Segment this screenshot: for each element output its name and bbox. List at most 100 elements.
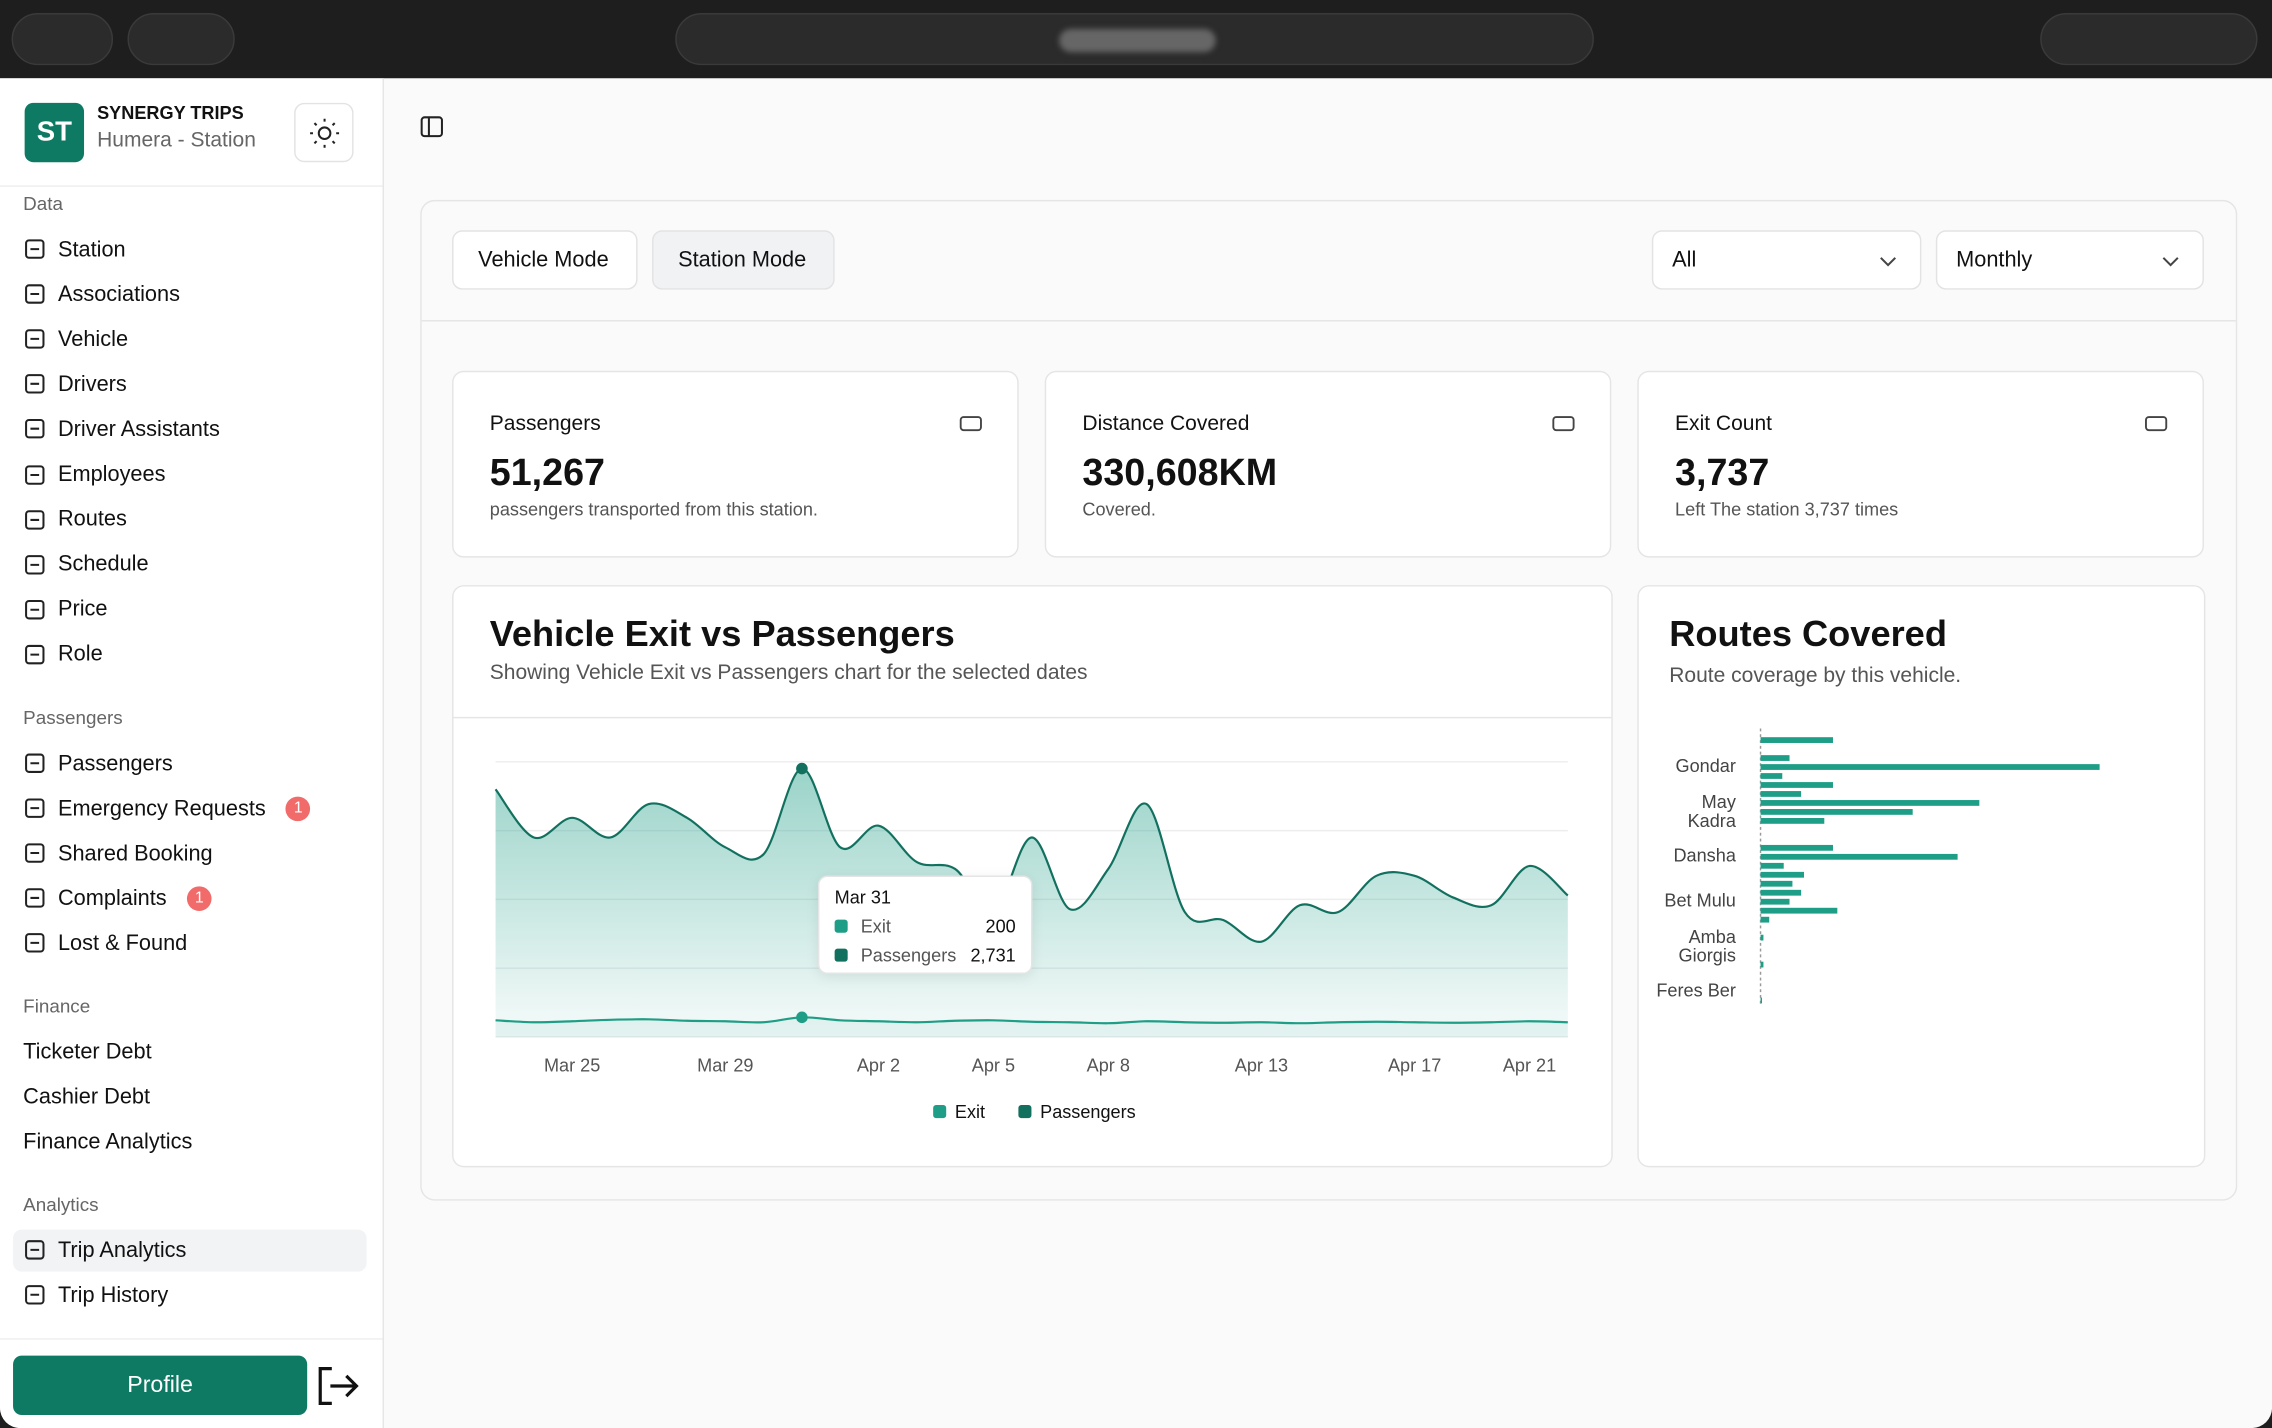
item-icon — [25, 329, 45, 349]
bar — [1760, 862, 1784, 869]
icon-shape — [25, 753, 45, 773]
chart-subtitle: Route coverage by this vehicle. — [1669, 664, 1961, 687]
stat-description: Covered. — [1082, 499, 1156, 520]
bar — [1760, 961, 1764, 968]
menu-item[interactable]: Employees — [58, 460, 166, 489]
icon-shape — [25, 509, 45, 530]
legend-swatch — [1018, 1105, 1032, 1119]
logo: ST — [24, 102, 85, 163]
profile-button[interactable]: Profile — [13, 1355, 308, 1415]
theme-toggle[interactable] — [294, 102, 354, 163]
icon-shape — [25, 644, 45, 665]
icon-shape — [25, 554, 45, 575]
menu-item[interactable]: Ticketer Debt — [23, 1037, 151, 1066]
stat-description: passengers transported from this station… — [489, 499, 818, 520]
bar — [1760, 898, 1790, 905]
menu-item[interactable]: Finance Analytics — [23, 1127, 192, 1156]
bar — [1760, 934, 1764, 941]
icon-shape — [959, 416, 982, 432]
stat-value: 3,737 — [1675, 450, 1770, 494]
chart-card — [1637, 585, 2206, 1168]
item-icon — [25, 933, 45, 954]
mode-button[interactable]: Vehicle Mode — [452, 230, 638, 290]
icon-shape — [25, 374, 45, 394]
x-tick-label: Apr 21 — [1503, 1056, 1556, 1076]
chevron-shape — [1880, 257, 1897, 267]
menu-item[interactable]: Routes — [58, 505, 127, 534]
app: ST SYNERGY TRIPS Humera - Station Data St… — [0, 78, 2272, 1428]
menu-label: Shared Booking — [57, 841, 213, 866]
filter-label: All — [1672, 247, 1697, 273]
divider — [0, 1338, 383, 1340]
menu-item[interactable]: Vehicle — [58, 325, 128, 354]
menu-item[interactable]: Passengers — [58, 749, 173, 778]
icon-shape — [25, 464, 45, 485]
sidebar-toggle[interactable] — [11, 13, 114, 66]
bar — [1760, 755, 1790, 761]
tooltip-value: 200 — [986, 917, 1016, 937]
badge: 1 — [286, 795, 311, 821]
icon-shape — [25, 1285, 45, 1305]
filter-label: Monthly — [1956, 247, 2033, 273]
panel-toggle[interactable] — [420, 116, 443, 139]
bar — [1760, 737, 1833, 743]
tooltip-swatch — [834, 948, 848, 962]
chevron — [1880, 257, 1897, 267]
divider — [0, 185, 383, 187]
icon-shape — [25, 329, 45, 349]
url-blur — [1059, 28, 1216, 53]
y-tick-label: Feres Ber — [1656, 980, 1736, 1002]
menu-item[interactable]: Emergency Requests 1 — [58, 794, 311, 823]
menu-item[interactable]: Lost & Found — [58, 929, 187, 958]
y-tick-label: Bet Mulu — [1664, 891, 1736, 912]
bar — [1760, 916, 1770, 923]
stat-title: Passengers — [489, 412, 601, 436]
menu-label: Driver Assistants — [57, 416, 220, 442]
menu-item[interactable]: Schedule — [58, 550, 149, 579]
filter-dropdown[interactable]: All — [1651, 230, 1922, 290]
bar — [1760, 889, 1802, 896]
item-icon — [25, 599, 45, 620]
x-tick-label: Apr 13 — [1235, 1056, 1288, 1076]
menu-label: Cashier Debt — [23, 1084, 151, 1109]
filter-dropdown[interactable]: Monthly — [1935, 230, 2204, 290]
stat-icon — [2145, 416, 2168, 432]
menu-item[interactable]: Trip Analytics — [58, 1235, 186, 1264]
menu-item[interactable]: Shared Booking — [58, 839, 213, 868]
area-fill — [495, 1017, 1568, 1037]
menu-label: Passengers — [57, 750, 173, 776]
menu-label: Drivers — [57, 371, 127, 397]
menu-item[interactable]: Drivers — [58, 370, 127, 399]
mode-button[interactable]: Station Mode — [652, 230, 835, 290]
section-title: Analytics — [23, 1193, 99, 1216]
menu-item[interactable]: Driver Assistants — [58, 415, 220, 444]
address-bar[interactable] — [675, 13, 1594, 66]
menu-item[interactable]: Station — [58, 235, 126, 264]
menu-item[interactable]: Cashier Debt — [23, 1082, 150, 1111]
item-icon — [25, 509, 45, 530]
bar — [1760, 880, 1793, 887]
menu-item[interactable]: Trip History — [58, 1280, 168, 1309]
x-tick-label: Apr 2 — [857, 1056, 900, 1076]
chevron — [2162, 257, 2179, 267]
menu-item[interactable]: Role — [58, 640, 103, 669]
stat-value: 330,608KM — [1082, 450, 1278, 494]
menu-item[interactable]: Complaints 1 — [58, 884, 212, 913]
item-icon — [25, 644, 45, 665]
brand-subtitle: Humera - Station — [97, 128, 256, 153]
bar — [1760, 853, 1958, 860]
browser-actions[interactable] — [2040, 13, 2258, 66]
bar — [1760, 782, 1833, 788]
bar — [1760, 809, 1913, 815]
tooltip — [817, 875, 1033, 974]
bar — [1760, 871, 1805, 878]
stat-icon — [1552, 416, 1575, 432]
menu-item[interactable]: Associations — [58, 280, 180, 309]
logout-icon[interactable] — [316, 1364, 362, 1407]
icon-shape — [1552, 416, 1575, 432]
menu-item[interactable]: Price — [58, 595, 108, 624]
menu-label: Schedule — [57, 552, 149, 577]
nav-buttons[interactable] — [127, 13, 235, 66]
